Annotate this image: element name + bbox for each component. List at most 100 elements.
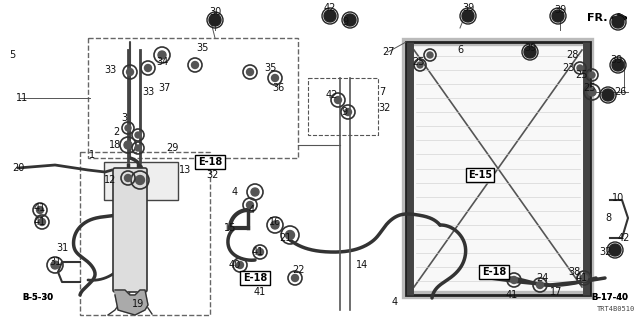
Circle shape: [580, 275, 588, 282]
Circle shape: [237, 261, 243, 268]
Text: 11: 11: [16, 93, 28, 103]
Text: 14: 14: [356, 260, 368, 270]
Text: 17: 17: [550, 287, 562, 297]
Text: 6: 6: [457, 45, 463, 55]
Text: 41: 41: [34, 217, 46, 227]
Circle shape: [246, 202, 253, 209]
Text: 35: 35: [196, 43, 208, 53]
Text: 32: 32: [378, 103, 390, 113]
Circle shape: [335, 97, 342, 103]
Text: 31: 31: [49, 257, 61, 267]
Text: 31: 31: [56, 243, 68, 253]
Bar: [88, 38, 298, 158]
Circle shape: [51, 261, 59, 269]
Circle shape: [36, 206, 44, 213]
Text: 42: 42: [324, 3, 336, 13]
Text: E-18: E-18: [482, 267, 506, 277]
Circle shape: [38, 219, 45, 226]
Polygon shape: [115, 290, 148, 315]
Circle shape: [125, 174, 131, 181]
Circle shape: [271, 75, 278, 82]
Text: 3: 3: [121, 113, 127, 123]
Text: 35: 35: [264, 63, 276, 73]
Circle shape: [246, 68, 253, 76]
Circle shape: [124, 141, 132, 149]
Circle shape: [135, 145, 141, 151]
Text: 42: 42: [326, 90, 338, 100]
Text: 27: 27: [381, 47, 394, 57]
Text: 24: 24: [536, 273, 548, 283]
Text: 38: 38: [568, 267, 580, 277]
Text: 41: 41: [254, 287, 266, 297]
Text: 25: 25: [412, 57, 424, 67]
Circle shape: [285, 230, 294, 239]
Circle shape: [417, 62, 423, 68]
Text: 5: 5: [9, 50, 15, 60]
Text: 41: 41: [576, 273, 588, 283]
Text: 2: 2: [113, 127, 119, 137]
Text: 8: 8: [605, 213, 611, 223]
Circle shape: [536, 282, 543, 289]
Text: 4: 4: [232, 187, 238, 197]
Text: 1: 1: [89, 150, 95, 160]
Bar: [406, 42, 590, 295]
Text: TRT4B0510: TRT4B0510: [596, 306, 635, 312]
Circle shape: [136, 175, 145, 185]
Circle shape: [135, 132, 141, 138]
Circle shape: [344, 108, 351, 116]
Text: 13: 13: [179, 165, 191, 175]
Circle shape: [158, 51, 166, 59]
Circle shape: [257, 249, 264, 255]
Text: 20: 20: [12, 163, 24, 173]
Circle shape: [612, 16, 624, 28]
Text: 33: 33: [142, 87, 154, 97]
Bar: [308, 78, 378, 135]
Circle shape: [125, 125, 131, 131]
Circle shape: [145, 65, 152, 71]
Text: 37: 37: [158, 83, 170, 93]
Circle shape: [612, 59, 624, 71]
Text: 25: 25: [576, 70, 588, 80]
Circle shape: [577, 65, 583, 71]
FancyBboxPatch shape: [113, 168, 147, 292]
Text: E-18: E-18: [243, 273, 267, 283]
Text: 42: 42: [618, 233, 630, 243]
Text: 10: 10: [612, 193, 624, 203]
Bar: [406, 42, 590, 295]
Circle shape: [602, 89, 614, 101]
Text: 22: 22: [292, 265, 304, 275]
Circle shape: [271, 221, 279, 229]
Text: 32: 32: [600, 247, 612, 257]
Text: 36: 36: [272, 83, 284, 93]
Text: 34: 34: [156, 57, 168, 67]
Text: 26: 26: [614, 87, 626, 97]
Text: 9: 9: [342, 17, 348, 27]
Text: 21: 21: [279, 233, 291, 243]
Text: B-17-40: B-17-40: [591, 293, 628, 302]
Text: 9: 9: [341, 107, 347, 117]
Text: 39: 39: [610, 55, 622, 65]
Text: 15: 15: [224, 223, 236, 233]
Circle shape: [427, 52, 433, 58]
Text: 32: 32: [206, 170, 218, 180]
Text: 29: 29: [166, 143, 178, 153]
Text: 19: 19: [132, 299, 144, 309]
Text: 28: 28: [566, 50, 578, 60]
Circle shape: [209, 14, 221, 26]
Text: 39: 39: [554, 5, 566, 15]
Text: 41: 41: [252, 247, 264, 257]
Text: 39: 39: [524, 43, 536, 53]
Text: 33: 33: [104, 65, 116, 75]
Text: 4: 4: [249, 205, 255, 215]
Text: E-15: E-15: [468, 170, 492, 180]
Bar: [104, 162, 178, 200]
Text: FR.: FR.: [586, 13, 607, 23]
Text: 18: 18: [109, 140, 121, 150]
Circle shape: [344, 14, 356, 26]
Bar: [80, 152, 210, 315]
Text: 25: 25: [584, 83, 596, 93]
Text: 7: 7: [379, 87, 385, 97]
Text: E-18: E-18: [198, 157, 222, 167]
Circle shape: [324, 10, 336, 22]
Bar: [406, 42, 590, 295]
